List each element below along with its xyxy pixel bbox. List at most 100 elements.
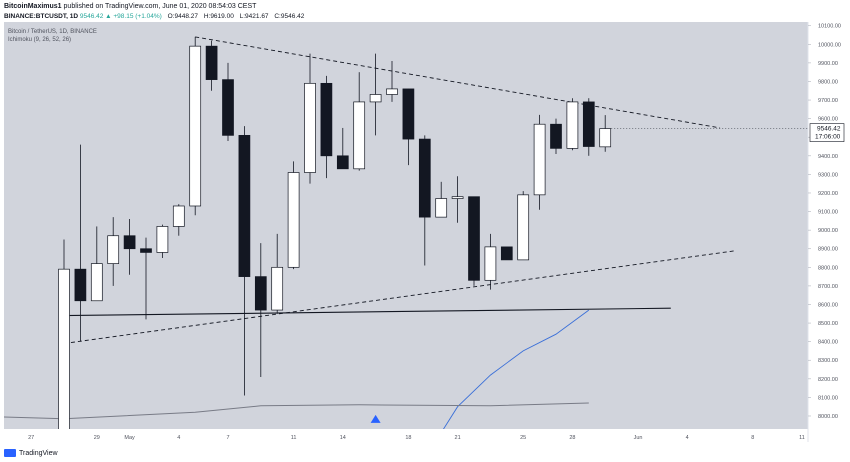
price-chart[interactable]: Bitcoin / TetherUS, 1D, BINANCE Ichimoku…: [0, 22, 850, 449]
candle-up: [90, 263, 103, 302]
low-value: 9421.67: [245, 13, 269, 20]
ohlc-header: BINANCE:BTCUSDT, 1D 9546.42 ▲ +98.15 (+1…: [4, 13, 304, 20]
candle-up: [484, 246, 497, 281]
candle-down: [254, 276, 267, 311]
time-tick-label: 27: [28, 435, 34, 441]
time-tick-label: May: [124, 435, 135, 441]
footer-brand[interactable]: TradingView: [19, 449, 58, 457]
publish-date: published on TradingView.com, June 01, 2…: [63, 3, 257, 10]
price-axis[interactable]: [808, 22, 850, 429]
time-tick-label: 29: [94, 435, 100, 441]
legend-indicator: Ichimoku (9, 26, 52, 26): [8, 37, 71, 43]
series-line-0: [443, 309, 590, 429]
candle-up: [189, 45, 202, 207]
price-tick-label: 8300.00: [818, 358, 838, 364]
price-tick-label: 8600.00: [818, 302, 838, 308]
candle-down: [74, 268, 87, 302]
price-tick-label: 8200.00: [818, 377, 838, 383]
series-line-2: [63, 307, 671, 317]
high-value: 9619.00: [210, 13, 234, 20]
time-tick-label: 8: [751, 435, 754, 441]
price-tick-label: 8400.00: [818, 340, 838, 346]
open-label: O:: [167, 13, 175, 20]
price-tick-label: 9200.00: [818, 191, 838, 197]
price-tick-label: 9000.00: [818, 228, 838, 234]
time-tick-label: 21: [455, 435, 461, 441]
candle-down: [238, 135, 251, 277]
price-tick-label: 9400.00: [818, 154, 838, 160]
time-tick-label: 28: [569, 435, 575, 441]
candle-down: [468, 196, 480, 281]
time-tick-label: 11: [291, 435, 297, 441]
change-label: 9546.42 ▲ +98.15 (+1.04%): [79, 13, 162, 20]
time-scale: 27 29 May 4 7 11 14 18 21 25 28 Jun 4 8 11: [28, 435, 805, 441]
price-tick-label: 8100.00: [818, 395, 838, 401]
author-name[interactable]: BitcoinMaximus1: [4, 3, 62, 10]
publish-info: BitcoinMaximus1 published on TradingView…: [4, 3, 256, 10]
candle-up: [599, 128, 612, 148]
countdown-value: 17:06:00: [815, 134, 841, 141]
time-tick-label: 4: [686, 435, 689, 441]
high-label: H:: [203, 13, 211, 20]
candle-up: [107, 235, 120, 264]
candle-down: [418, 138, 431, 218]
price-tick-label: 9600.00: [818, 117, 838, 123]
candle-down: [500, 246, 513, 261]
price-tick-label: 8500.00: [818, 321, 838, 327]
candle-up: [271, 266, 284, 311]
series-line-3: [63, 250, 737, 344]
signal-arrow-icon: [370, 414, 381, 423]
series-line-4: [195, 36, 721, 129]
candle-up: [156, 226, 169, 253]
price-tick-label: 8800.00: [818, 265, 838, 271]
candle-up: [435, 198, 448, 218]
price-tick-label: 10000.00: [818, 42, 841, 48]
candle-up: [533, 123, 546, 196]
price-tick-label: 10100.00: [818, 24, 841, 30]
tradingview-logo-icon: [4, 449, 16, 457]
candle-down: [336, 155, 349, 170]
candle-up: [287, 172, 300, 268]
time-tick-label: 25: [520, 435, 526, 441]
price-tick-label: 9100.00: [818, 210, 838, 216]
price-tick-label: 9900.00: [818, 61, 838, 67]
price-tick-label: 8900.00: [818, 247, 838, 253]
plot-area[interactable]: [4, 22, 808, 429]
candle-down: [140, 248, 152, 253]
candle-down: [222, 79, 234, 136]
last-price-box: [809, 123, 845, 142]
time-tick-label: Jun: [634, 435, 643, 441]
legend-title: Bitcoin / TetherUS, 1D, BINANCE: [8, 29, 97, 35]
candle-down: [550, 123, 562, 149]
candle-down: [205, 45, 218, 80]
candle-up: [517, 194, 530, 261]
candle-down: [123, 235, 136, 250]
time-tick-label: 4: [177, 435, 180, 441]
candle-down: [402, 88, 415, 140]
open-value: 9448.27: [174, 13, 199, 20]
time-tick-label: 14: [340, 435, 346, 441]
candle-up: [172, 205, 185, 227]
price-tick-label: 9700.00: [818, 98, 838, 104]
candle-up: [451, 196, 464, 199]
candles-layer: [58, 36, 808, 429]
last-price-tag: 9546.42 17:06:00: [809, 123, 845, 142]
candle-down: [320, 82, 333, 157]
close-value: 9546.42: [280, 13, 305, 20]
price-tick-label: 9300.00: [818, 172, 838, 178]
candle-up: [386, 88, 398, 95]
time-tick-label: 7: [226, 435, 229, 441]
candle-up: [566, 101, 579, 149]
footer: TradingView: [4, 449, 58, 457]
price-tick-label: 8000.00: [818, 414, 838, 420]
close-label: C:: [274, 13, 281, 20]
symbol-label: BINANCE:BTCUSDT, 1D: [4, 13, 79, 20]
time-tick-label: 18: [405, 435, 411, 441]
candle-up: [58, 268, 70, 429]
low-label: L:: [239, 13, 246, 20]
candle-up: [369, 94, 382, 103]
candle-down: [582, 101, 595, 147]
time-tick-label: 11: [799, 435, 805, 441]
last-price-value: 9546.42: [817, 126, 841, 133]
time-axis[interactable]: [4, 429, 808, 442]
